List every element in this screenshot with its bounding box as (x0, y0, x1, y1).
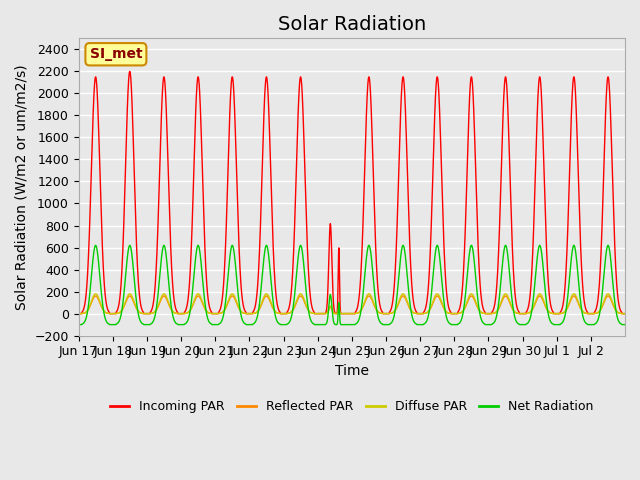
Reflected PAR (248, 311, 255, 316)
Reflected PAR (516, 311, 524, 316)
Incoming PAR (516, 311, 524, 316)
Diffuse PAR (385, 311, 392, 316)
Diffuse PAR (248, 311, 255, 316)
Incoming PAR (385, 311, 392, 316)
Incoming PAR (126, 69, 134, 74)
Incoming PAR (547, 305, 555, 311)
Title: Solar Radiation: Solar Radiation (278, 15, 426, 34)
Line: Incoming PAR: Incoming PAR (79, 72, 625, 313)
Net Radiation (75, 322, 83, 327)
Reflected PAR (547, 310, 555, 316)
Diffuse PAR (516, 311, 524, 316)
Net Radiation (516, 322, 524, 327)
Y-axis label: Solar Radiation (W/m2 or um/m2/s): Solar Radiation (W/m2 or um/m2/s) (15, 64, 29, 310)
Reflected PAR (75, 311, 83, 316)
Net Radiation (92, 242, 99, 248)
Legend: Incoming PAR, Reflected PAR, Diffuse PAR, Net Radiation: Incoming PAR, Reflected PAR, Diffuse PAR… (105, 396, 598, 419)
Incoming PAR (75, 311, 83, 316)
Text: SI_met: SI_met (90, 47, 142, 61)
Incoming PAR (130, 144, 138, 150)
Diffuse PAR (75, 311, 83, 316)
Diffuse PAR (621, 311, 629, 316)
Diffuse PAR (614, 309, 621, 315)
Net Radiation (621, 322, 629, 327)
Incoming PAR (614, 290, 621, 296)
Net Radiation (385, 322, 392, 327)
X-axis label: Time: Time (335, 364, 369, 378)
Diffuse PAR (547, 310, 555, 316)
Net Radiation (547, 320, 555, 325)
Net Radiation (248, 322, 255, 327)
Incoming PAR (621, 311, 629, 316)
Diffuse PAR (130, 297, 138, 303)
Reflected PAR (614, 309, 621, 315)
Line: Net Radiation: Net Radiation (79, 245, 625, 324)
Reflected PAR (92, 293, 99, 299)
Reflected PAR (385, 311, 392, 316)
Diffuse PAR (92, 291, 99, 297)
Net Radiation (614, 315, 621, 321)
Reflected PAR (621, 311, 629, 316)
Reflected PAR (130, 299, 138, 304)
Line: Diffuse PAR: Diffuse PAR (79, 294, 625, 313)
Incoming PAR (248, 311, 255, 316)
Line: Reflected PAR: Reflected PAR (79, 296, 625, 313)
Net Radiation (130, 267, 138, 273)
